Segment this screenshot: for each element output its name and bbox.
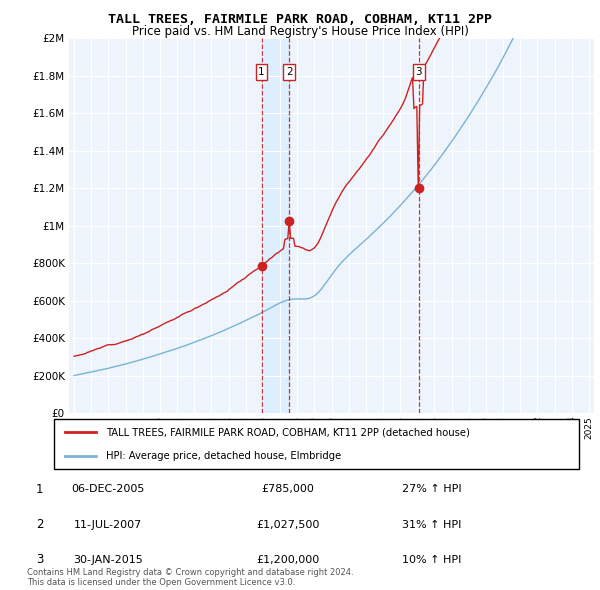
- Text: 10% ↑ HPI: 10% ↑ HPI: [403, 555, 461, 565]
- Text: Price paid vs. HM Land Registry's House Price Index (HPI): Price paid vs. HM Land Registry's House …: [131, 25, 469, 38]
- Text: 1: 1: [258, 67, 265, 77]
- Text: 1: 1: [36, 483, 43, 496]
- Text: Contains HM Land Registry data © Crown copyright and database right 2024.
This d: Contains HM Land Registry data © Crown c…: [27, 568, 353, 587]
- Text: 2: 2: [36, 518, 43, 531]
- Text: 3: 3: [36, 553, 43, 566]
- Text: 31% ↑ HPI: 31% ↑ HPI: [403, 520, 461, 529]
- Text: 11-JUL-2007: 11-JUL-2007: [74, 520, 142, 529]
- Text: 30-JAN-2015: 30-JAN-2015: [73, 555, 143, 565]
- Text: 3: 3: [415, 67, 422, 77]
- Text: £785,000: £785,000: [262, 484, 314, 494]
- Text: 2: 2: [286, 67, 292, 77]
- Text: 06-DEC-2005: 06-DEC-2005: [71, 484, 145, 494]
- Text: TALL TREES, FAIRMILE PARK ROAD, COBHAM, KT11 2PP (detached house): TALL TREES, FAIRMILE PARK ROAD, COBHAM, …: [107, 427, 470, 437]
- Text: £1,027,500: £1,027,500: [256, 520, 320, 529]
- Bar: [262, 38, 289, 413]
- Text: TALL TREES, FAIRMILE PARK ROAD, COBHAM, KT11 2PP: TALL TREES, FAIRMILE PARK ROAD, COBHAM, …: [108, 13, 492, 26]
- Text: HPI: Average price, detached house, Elmbridge: HPI: Average price, detached house, Elmb…: [107, 451, 342, 461]
- Text: £1,200,000: £1,200,000: [256, 555, 320, 565]
- Text: 27% ↑ HPI: 27% ↑ HPI: [402, 484, 462, 494]
